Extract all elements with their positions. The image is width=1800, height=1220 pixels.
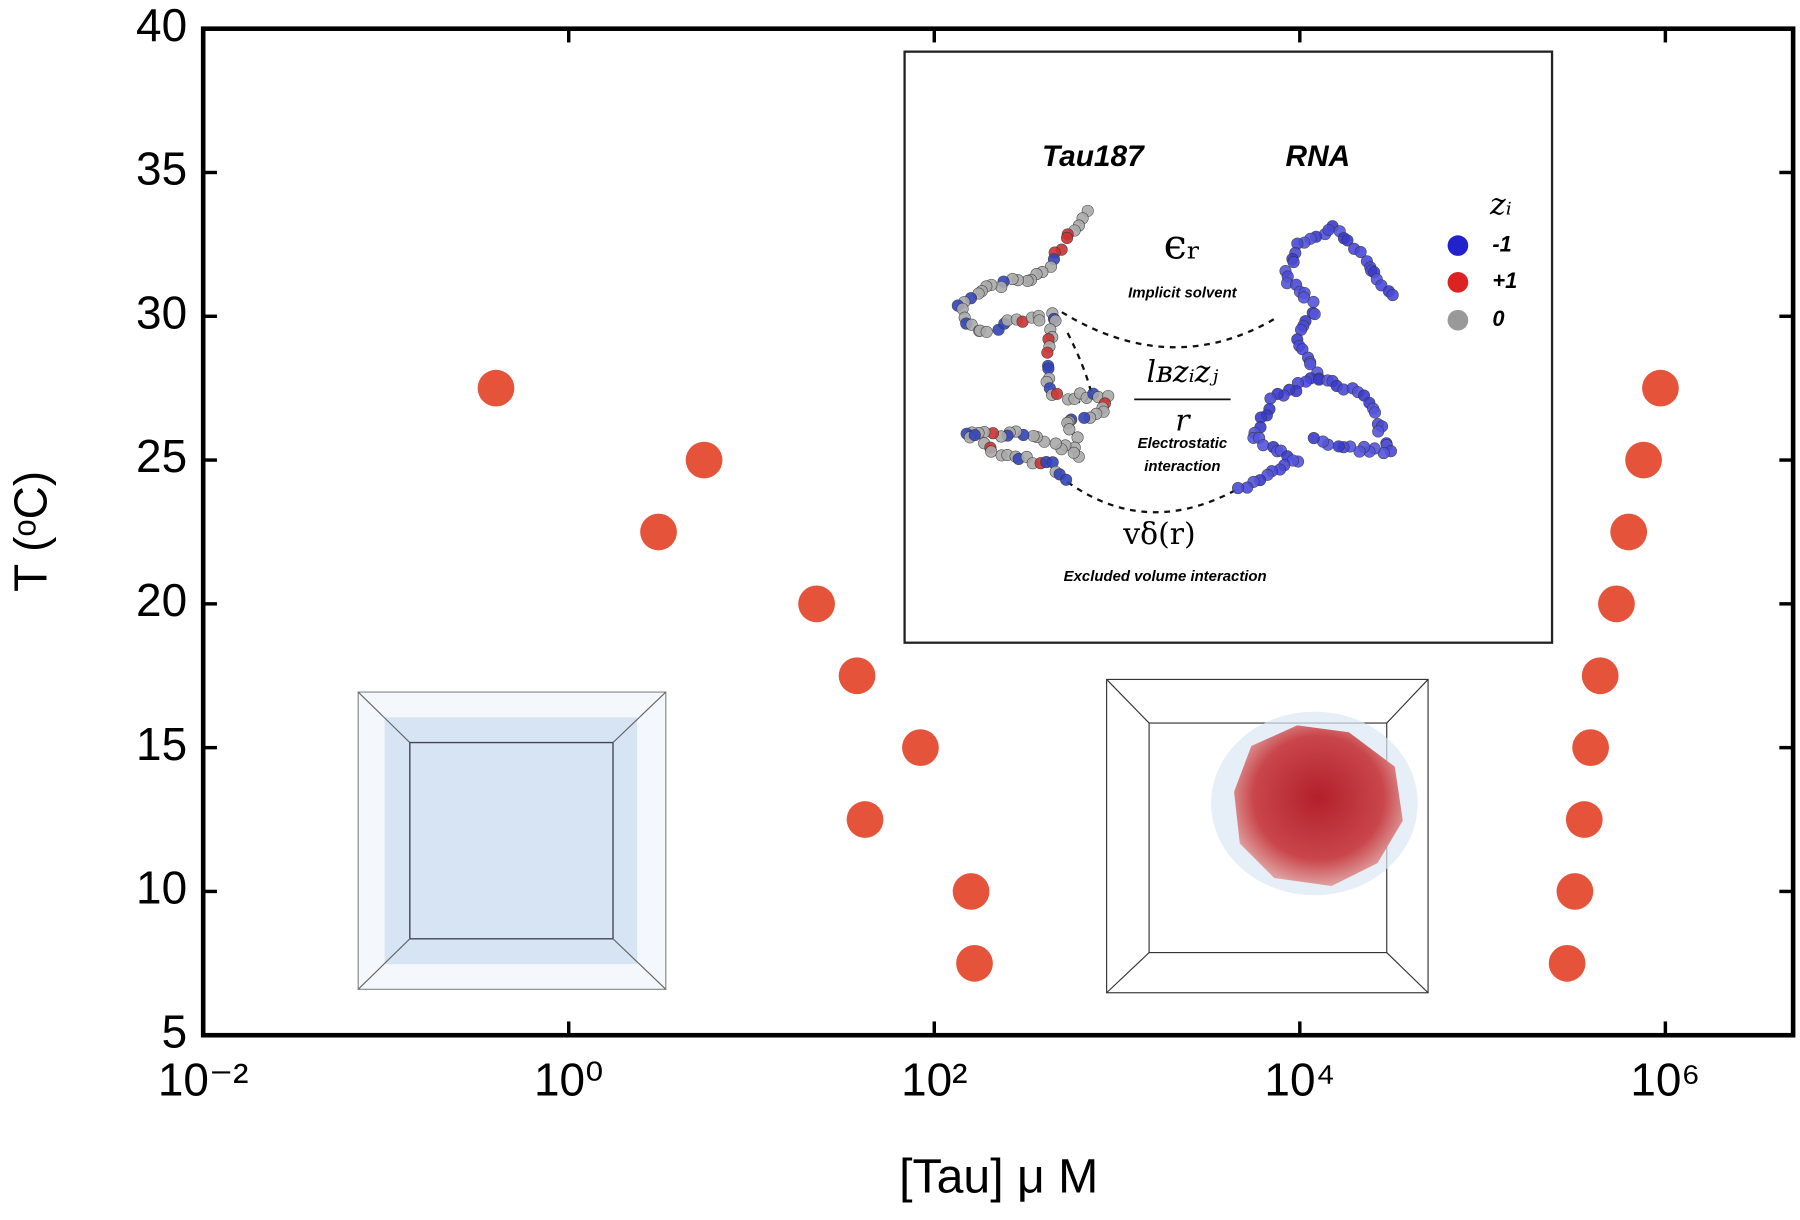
bead xyxy=(1353,445,1366,458)
bead xyxy=(1341,234,1354,247)
bead xyxy=(985,445,998,458)
inset-label: lʙzᵢzⱼ xyxy=(1147,355,1219,390)
y-tick-label: 35 xyxy=(136,143,187,195)
bead xyxy=(1386,289,1399,302)
dilute-snapshot xyxy=(357,691,667,990)
x-tick-label: 10⁻² xyxy=(158,1054,249,1106)
charge-dot xyxy=(1447,235,1469,256)
data-point xyxy=(1572,729,1609,767)
bead xyxy=(1041,346,1054,359)
bead xyxy=(1027,429,1040,443)
bead xyxy=(1332,440,1345,453)
data-point xyxy=(838,657,876,695)
data-point xyxy=(1565,801,1603,838)
bead xyxy=(1257,439,1270,452)
data-point xyxy=(1598,585,1635,623)
inset-label: +1 xyxy=(1492,268,1517,293)
bead xyxy=(968,429,981,442)
inset-label: Electrostatic xyxy=(1138,435,1228,452)
inset-label: vδ(r) xyxy=(1122,517,1195,552)
bead xyxy=(1308,308,1321,321)
bead xyxy=(1322,223,1335,237)
inset-label: ϵᵣ xyxy=(1164,220,1201,268)
charge-dot xyxy=(1447,272,1469,293)
bead xyxy=(1368,406,1382,419)
bead xyxy=(1307,295,1320,308)
data-point xyxy=(1548,944,1586,982)
bead xyxy=(1304,358,1317,371)
bead xyxy=(1354,245,1367,259)
bead xyxy=(1033,314,1046,327)
data-point xyxy=(952,873,990,910)
data-point xyxy=(956,944,993,982)
inset-label: RNA xyxy=(1286,140,1351,173)
y-tick-label: 30 xyxy=(136,286,187,338)
data-point xyxy=(1625,441,1662,479)
data-point xyxy=(640,513,677,551)
bead xyxy=(1067,446,1080,459)
data-point xyxy=(685,441,723,479)
inset-label: zᵢ xyxy=(1489,188,1512,223)
data-point xyxy=(1581,657,1619,695)
y-tick-label: 15 xyxy=(136,718,187,770)
condensate-snapshot xyxy=(1106,678,1429,994)
inset-label: interaction xyxy=(1144,458,1220,475)
charge-dot xyxy=(1447,309,1469,331)
x-tick-label: 10⁰ xyxy=(534,1054,603,1106)
bead xyxy=(1372,425,1385,438)
y-tick-label: 5 xyxy=(162,1005,188,1057)
inset-label: Excluded volume interaction xyxy=(1064,568,1267,585)
data-point xyxy=(1642,369,1679,407)
inset-label: 0 xyxy=(1492,306,1504,331)
data-point xyxy=(1610,513,1648,551)
bead xyxy=(1078,411,1091,424)
bead xyxy=(1063,423,1076,436)
bead xyxy=(1049,437,1062,450)
plot-frame xyxy=(200,26,1796,1038)
data-point xyxy=(846,801,884,838)
bead xyxy=(1296,343,1309,356)
y-tick-label: 25 xyxy=(136,430,187,482)
bead xyxy=(995,280,1008,294)
bead xyxy=(1232,482,1245,495)
y-tick-label: 10 xyxy=(136,862,187,914)
bead xyxy=(1050,387,1064,400)
x-axis-label: [Tau] μ M xyxy=(899,1150,1098,1204)
inset-label: Tau187 xyxy=(1042,140,1145,173)
data-point xyxy=(798,585,835,623)
y-tick-label: 40 xyxy=(136,0,187,51)
inset-label: Implicit solvent xyxy=(1128,285,1238,302)
data-point xyxy=(902,729,939,767)
data-point xyxy=(477,369,515,407)
y-tick-label: 20 xyxy=(136,574,187,626)
inset-label: r xyxy=(1175,403,1191,438)
bead xyxy=(1061,231,1074,244)
bead xyxy=(1264,392,1277,405)
y-axis-label: T (ᵒC) xyxy=(5,471,57,592)
bead xyxy=(1287,256,1300,269)
bead xyxy=(1060,473,1073,486)
bead xyxy=(980,325,993,338)
inset-label: -1 xyxy=(1492,231,1511,256)
data-point xyxy=(1556,873,1594,910)
bead xyxy=(1307,432,1320,445)
x-tick-label: 10⁴ xyxy=(1264,1054,1335,1106)
x-tick-label: 10⁶ xyxy=(1630,1054,1700,1106)
model-inset: Tau187 RNA zᵢ -1 +1 0 ϵᵣ Implicit solvent lʙzᵢzⱼ… xyxy=(903,50,1554,644)
x-tick-label: 10² xyxy=(901,1054,967,1106)
bead xyxy=(1071,431,1084,444)
